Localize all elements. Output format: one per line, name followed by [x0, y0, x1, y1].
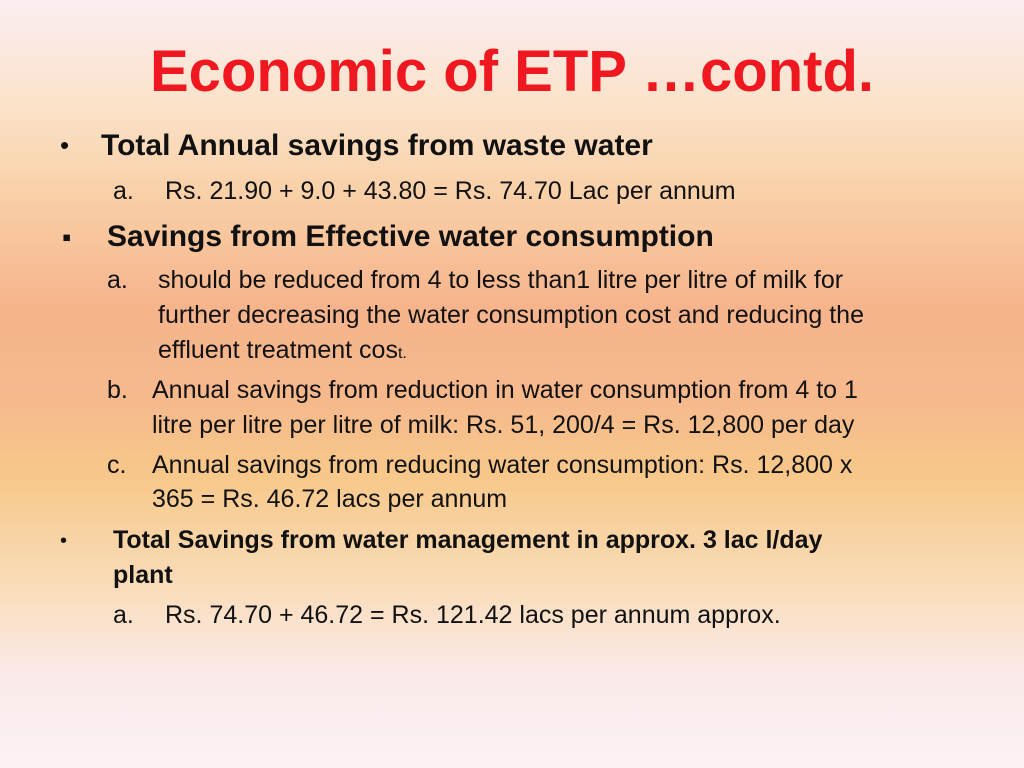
item-label: c.	[107, 451, 127, 479]
section3-heading-line1: Total Savings from water management in a…	[113, 526, 823, 554]
section2-item-b-line2: litre per litre per litre of milk: Rs. 5…	[152, 411, 855, 439]
slide-title: Economic of ETP …contd.	[150, 39, 874, 104]
section2-item-b-line1: Annual savings from reduction in water c…	[152, 376, 858, 404]
section3-heading-line2: plant	[113, 561, 173, 589]
section2-item-a-line3-text: effluent treatment cos	[158, 336, 398, 364]
item-label: a.	[107, 266, 128, 294]
section2-item-c-line1: Annual savings from reducing water consu…	[152, 451, 853, 479]
bullet-marker: •	[60, 530, 68, 552]
section2-item-a-line2: further decreasing the water consumption…	[158, 301, 864, 329]
section2-item-c-line2: 365 = Rs. 46.72 lacs per annum	[152, 485, 508, 513]
section1-item-a: Rs. 21.90 + 9.0 + 43.80 = Rs. 74.70 Lac …	[165, 177, 736, 205]
item-label: a.	[113, 177, 134, 205]
section1-heading: Total Annual savings from waste water	[101, 129, 653, 162]
item-label: b.	[107, 376, 128, 404]
section2-item-a-tail: t.	[397, 345, 407, 362]
section2-heading: Savings from Effective water consumption	[107, 220, 714, 253]
section3-item-a: Rs. 74.70 + 46.72 = Rs. 121.42 lacs per …	[165, 601, 781, 629]
item-label: a.	[113, 601, 134, 629]
square-bullet-marker: ▪	[62, 222, 72, 252]
bullet-marker: •	[60, 130, 70, 160]
section2-item-a-line1: should be reduced from 4 to less than1 l…	[158, 266, 844, 294]
section2-item-a-line3: effluent treatment cost.	[158, 333, 407, 371]
